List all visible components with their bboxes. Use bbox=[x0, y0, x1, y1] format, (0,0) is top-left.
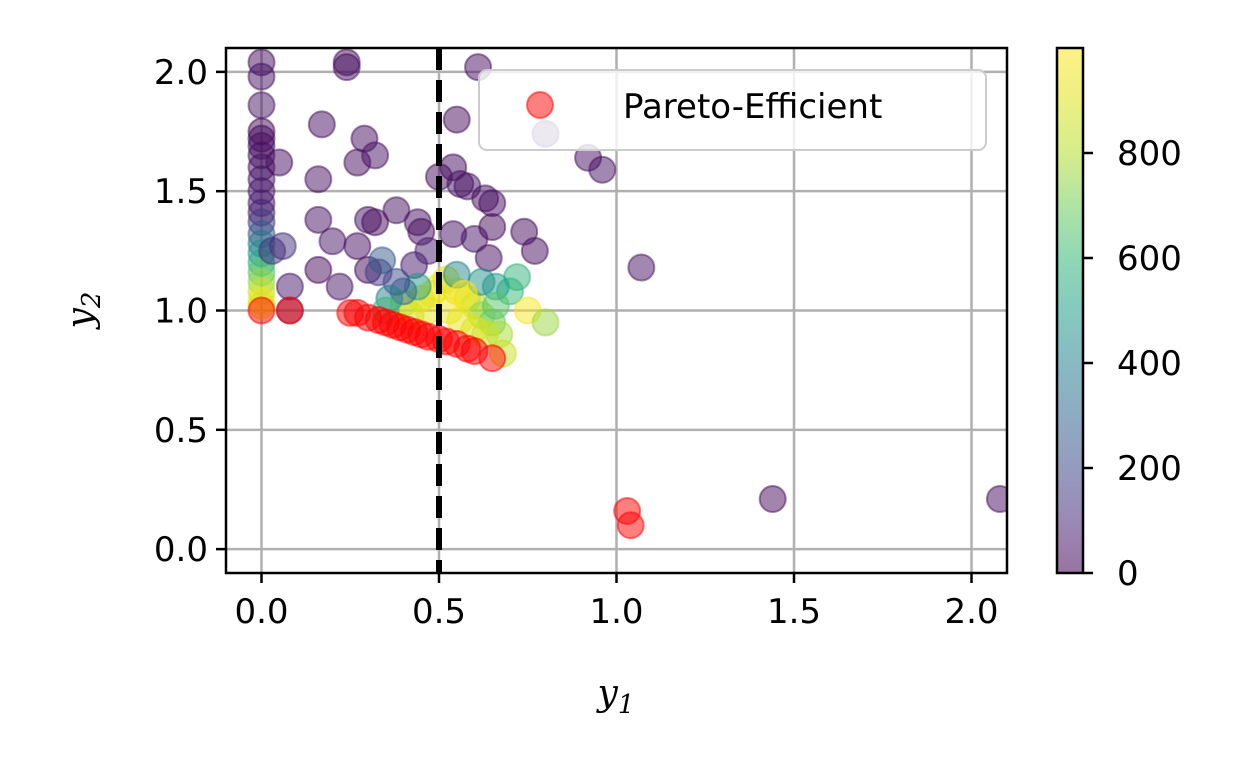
colorbar-tick-label: 0 bbox=[1117, 554, 1139, 594]
data-point bbox=[307, 110, 336, 139]
data-point bbox=[361, 208, 390, 237]
y-tick-label: 2.0 bbox=[154, 53, 208, 93]
data-point bbox=[304, 205, 333, 234]
x-axis-ticks: 0.0 0.5 1.0 1.5 2.0 bbox=[234, 573, 999, 632]
data-point bbox=[627, 253, 656, 282]
data-point bbox=[442, 105, 471, 134]
y-tick-label: 1.5 bbox=[154, 172, 208, 212]
y-axis-ticks: 0.0 0.5 1.0 1.5 2.0 bbox=[154, 53, 226, 570]
y-axis-label-main: y bbox=[60, 307, 101, 330]
x-axis-label: y1 bbox=[596, 673, 635, 720]
legend: Pareto-Efficient bbox=[478, 69, 987, 151]
colorbar-gradient bbox=[1057, 48, 1083, 573]
y-tick-label: 0.0 bbox=[154, 530, 208, 570]
colorbar-tick-label: 400 bbox=[1117, 344, 1182, 384]
legend-label-pareto: Pareto-Efficient bbox=[623, 87, 882, 127]
data-point bbox=[343, 232, 372, 261]
pareto-point bbox=[616, 511, 645, 540]
colorbar-frame bbox=[1055, 46, 1085, 575]
data-point bbox=[449, 279, 478, 308]
x-tick-label: 1.5 bbox=[767, 592, 821, 632]
data-point bbox=[368, 246, 397, 275]
data-point bbox=[247, 62, 276, 91]
pareto-point bbox=[275, 296, 304, 325]
pareto-point bbox=[247, 296, 276, 325]
data-point bbox=[304, 165, 333, 194]
x-tick-label: 2.0 bbox=[944, 592, 998, 632]
data-point bbox=[481, 291, 510, 320]
data-point bbox=[247, 91, 276, 120]
data-point bbox=[361, 141, 390, 170]
colorbar: 0 200 400 600 800 bbox=[1055, 46, 1182, 594]
data-point bbox=[531, 308, 560, 337]
x-axis-label-sub: 1 bbox=[618, 690, 635, 720]
y-axis-label: y2 bbox=[60, 292, 107, 331]
legend-marker-pareto bbox=[526, 91, 554, 119]
x-tick-label: 0.0 bbox=[234, 592, 288, 632]
data-point bbox=[318, 227, 347, 256]
data-point bbox=[332, 53, 361, 82]
colorbar-ticks: 0 200 400 600 800 bbox=[1083, 134, 1182, 594]
data-point bbox=[474, 244, 503, 272]
data-point bbox=[520, 236, 549, 265]
colorbar-tick-label: 200 bbox=[1117, 449, 1182, 489]
colorbar-tick-label: 800 bbox=[1117, 134, 1182, 174]
data-point bbox=[275, 272, 304, 301]
data-point bbox=[265, 148, 294, 177]
data-point bbox=[325, 272, 354, 301]
pareto-point bbox=[478, 344, 507, 373]
data-point bbox=[258, 236, 287, 265]
data-point bbox=[304, 255, 333, 284]
y-axis-label-sub: 2 bbox=[77, 292, 107, 310]
x-tick-label: 1.0 bbox=[589, 592, 643, 632]
scatter-points bbox=[247, 48, 1007, 540]
data-point bbox=[758, 485, 787, 514]
y-tick-label: 0.5 bbox=[154, 411, 208, 451]
data-point bbox=[588, 155, 617, 184]
data-point bbox=[478, 189, 507, 218]
data-point bbox=[478, 212, 507, 241]
data-point bbox=[985, 485, 1007, 514]
legend-box bbox=[478, 69, 987, 151]
y-tick-label: 1.0 bbox=[154, 292, 208, 332]
data-point bbox=[382, 196, 411, 225]
colorbar-tick-label: 600 bbox=[1117, 239, 1182, 279]
x-axis-label-main: y bbox=[596, 673, 619, 714]
x-tick-label: 0.5 bbox=[412, 592, 466, 632]
